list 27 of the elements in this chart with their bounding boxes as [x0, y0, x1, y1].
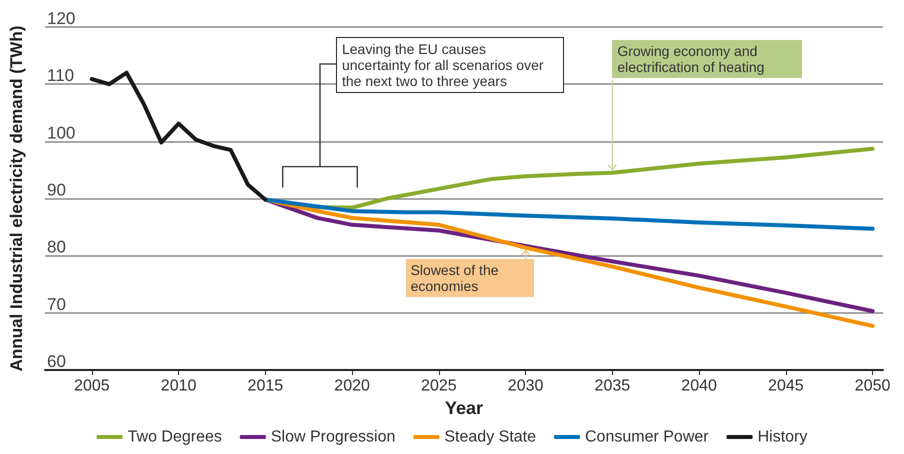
x-tick-label: 2020	[334, 378, 370, 394]
y-tick-label: 90	[47, 180, 66, 200]
y-tick-label: 70	[47, 294, 66, 314]
y-tick-label: 110	[47, 66, 74, 86]
x-tick-label: 2015	[248, 378, 284, 394]
x-tick-label: 2005	[74, 378, 110, 394]
y-tick-label: 80	[47, 238, 66, 257]
x-axis-title: Year	[444, 398, 484, 418]
x-tick-label: 2050	[854, 378, 890, 394]
legend-label: History	[758, 428, 808, 446]
legend-label: Steady State	[444, 428, 536, 446]
x-tick-label: 2010	[160, 378, 196, 394]
y-axis-title: Annual Industrial electricity demand (TWh)	[7, 26, 26, 372]
legend-label: Consumer Power	[585, 428, 710, 446]
x-tick-label: 2045	[768, 378, 804, 394]
annotation: Slowest of the economies	[406, 259, 534, 298]
x-tick-label: 2035	[594, 378, 630, 394]
legend-label: Slow Progression	[270, 428, 396, 446]
x-tick-label: 2025	[421, 378, 457, 394]
y-tick-label: 120	[47, 9, 76, 28]
annotation: Growing economy and electrification of heating	[612, 40, 802, 78]
y-tick-label: 60	[47, 352, 66, 371]
x-tick-label: 2030	[508, 378, 544, 394]
annotation: Leaving the EU causes uncertainty for all scenarios over the next two to three years	[336, 37, 564, 93]
legend-label: Two Degrees	[128, 428, 222, 446]
x-tick-label: 2040	[681, 378, 717, 394]
y-tick-label: 100	[47, 123, 76, 142]
